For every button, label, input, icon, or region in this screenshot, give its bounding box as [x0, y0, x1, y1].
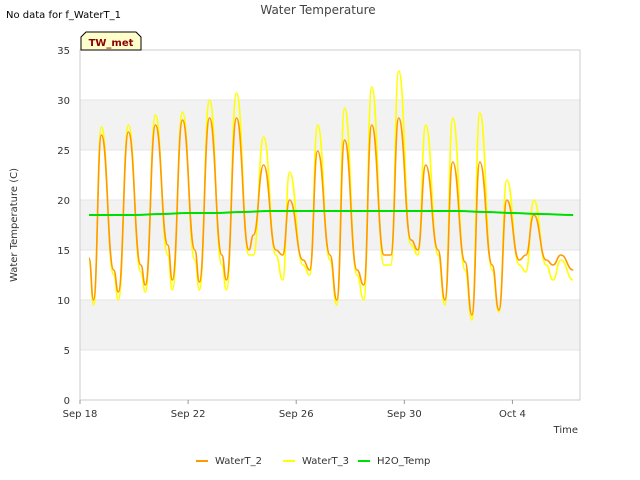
- y-tick-label: 30: [57, 96, 70, 107]
- x-tick-label: Oct 4: [499, 409, 526, 420]
- badge-label: TW_met: [89, 38, 134, 49]
- chart-title: Water Temperature: [260, 3, 375, 17]
- grid-band: [80, 300, 580, 350]
- grid-band: [80, 100, 580, 150]
- tw-met-badge: TW_met: [80, 31, 142, 51]
- y-tick-label: 10: [57, 296, 70, 307]
- x-tick-label: Sep 18: [63, 409, 98, 420]
- x-axis-label: Time: [553, 425, 578, 436]
- y-tick-label: 20: [57, 196, 70, 207]
- y-tick-label: 15: [57, 246, 70, 257]
- x-tick-label: Sep 30: [387, 409, 422, 420]
- series-line-watert-2: [88, 117, 574, 316]
- y-tick-label: 0: [64, 396, 70, 407]
- series-lines: [88, 70, 574, 321]
- plot-frame: [79, 49, 581, 401]
- legend: WaterT_2 WaterT_3 H2O_Temp: [196, 456, 430, 467]
- grid-bands: [80, 99, 580, 401]
- y-tick-label: 5: [64, 346, 70, 357]
- legend-label-watert-3: WaterT_3: [302, 456, 349, 467]
- badge-shape: [80, 31, 142, 51]
- y-axis: 0 5 10 15 20 25 30 35: [57, 46, 70, 407]
- legend-label-watert-2: WaterT_2: [215, 456, 262, 467]
- x-axis: Sep 18 Sep 22 Sep 26 Sep 30 Oct 4: [63, 400, 526, 420]
- x-tick-label: Sep 22: [171, 409, 206, 420]
- x-tick-label: Sep 26: [279, 409, 314, 420]
- legend-label-h2o-temp: H2O_Temp: [377, 456, 430, 467]
- no-data-note: No data for f_WaterT_1: [6, 10, 121, 21]
- series-line-h2o-temp: [89, 210, 574, 216]
- y-tick-label: 25: [57, 146, 70, 157]
- y-axis-label: Water Temperature (C): [9, 168, 20, 282]
- y-tick-label: 35: [57, 46, 70, 57]
